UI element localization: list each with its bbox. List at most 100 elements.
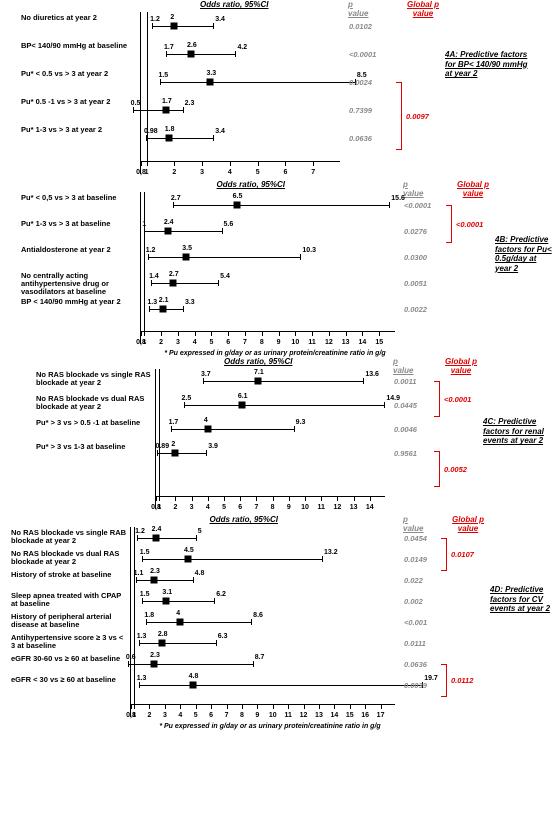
- tick-label: 6: [209, 712, 213, 719]
- ci-cap: [322, 556, 323, 562]
- row-pvalue: 0.0024: [349, 78, 372, 87]
- tick: [242, 705, 243, 709]
- or-label: 2: [171, 441, 175, 448]
- tick-label: 6: [238, 504, 242, 511]
- or-label: 3.3: [206, 70, 216, 77]
- row-pvalue: 0.022: [404, 576, 423, 585]
- row-pvalue: 0.0300: [404, 253, 427, 262]
- forest-row: History of peripheral arterial disease a…: [131, 611, 395, 632]
- ci-line: [139, 643, 216, 644]
- tick: [258, 162, 259, 166]
- tick: [305, 497, 306, 501]
- ci-line: [166, 54, 235, 55]
- ci-line: [148, 257, 301, 258]
- forest-row: BP< 140/90 mmHg at baseline1.72.64.2<0.0…: [141, 40, 340, 68]
- tick-label: 14: [366, 504, 374, 511]
- tick: [149, 705, 150, 709]
- point-estimate: [165, 135, 172, 142]
- bracket: [434, 381, 440, 417]
- ci-cap: [216, 640, 217, 646]
- or-label: 2.6: [187, 42, 197, 49]
- ci-cap: [251, 619, 252, 625]
- ci-cap: [142, 598, 143, 604]
- tick-label: 7: [311, 169, 315, 176]
- tick-label: 4: [193, 339, 197, 346]
- tick: [279, 332, 280, 336]
- tick-label: 17: [377, 712, 385, 719]
- tick: [312, 332, 313, 336]
- tick-label: 1: [157, 504, 161, 511]
- tick: [161, 332, 162, 336]
- tick-label: 5: [222, 504, 226, 511]
- ci-cap: [213, 135, 214, 141]
- reference-line: [159, 369, 160, 497]
- tick: [224, 497, 225, 501]
- forest-row: No RAS blockade vs dual RAS blockade at …: [131, 548, 395, 569]
- or-label: 4: [204, 417, 208, 424]
- or-label: 4.5: [184, 547, 194, 554]
- or-label: 7.1: [254, 369, 264, 376]
- tick-label: 16: [361, 712, 369, 719]
- point-estimate: [189, 681, 196, 688]
- ci-high-label: 6.3: [218, 633, 228, 640]
- tick-label: 13: [315, 712, 323, 719]
- point-estimate: [188, 51, 195, 58]
- point-estimate: [151, 660, 158, 667]
- point-estimate: [255, 378, 262, 385]
- row-label: Pu* < 0.5 vs > 3 at year 2: [21, 70, 141, 78]
- ci-cap: [384, 402, 385, 408]
- odds-header: Odds ratio, 95%CI: [224, 357, 292, 366]
- tick: [329, 332, 330, 336]
- tick: [165, 705, 166, 709]
- ci-low-label: 1.7: [164, 44, 174, 51]
- ci-low-label: 1.4: [149, 273, 159, 280]
- ci-cap: [151, 280, 152, 286]
- bracket: [396, 82, 402, 150]
- tick: [370, 497, 371, 501]
- tick-label: 12: [325, 339, 333, 346]
- point-estimate: [172, 450, 179, 457]
- row-label: Pu* 1-3 vs > 3 at baseline: [21, 220, 141, 228]
- ci-line: [139, 685, 422, 686]
- tick-label: 1: [142, 339, 146, 346]
- ci-cap: [146, 619, 147, 625]
- ci-cap: [128, 661, 129, 667]
- pvalue-header: p value: [403, 180, 423, 198]
- tick-label: 5: [194, 712, 198, 719]
- tick-label: 2: [173, 504, 177, 511]
- ci-cap: [139, 640, 140, 646]
- tick-label: 15: [375, 339, 383, 346]
- ci-line: [160, 82, 354, 83]
- tick-label: 3: [190, 504, 194, 511]
- row-label: eGFR 30-60 vs ≥ 60 at baseline: [11, 655, 131, 663]
- x-axis: [141, 161, 340, 162]
- ci-line: [152, 26, 213, 27]
- tick: [134, 705, 135, 709]
- ci-high-label: 8.7: [255, 654, 265, 661]
- ci-cap: [214, 598, 215, 604]
- row-pvalue: 0.0039: [404, 681, 427, 690]
- global-pvalue-header: Global p value: [403, 0, 443, 18]
- tick: [195, 332, 196, 336]
- reference-line: [147, 12, 148, 162]
- row-label: Antihypertensive score ≥ 3 vs < 3 at bas…: [11, 634, 131, 650]
- ci-cap: [193, 577, 194, 583]
- ci-low-label: 1.7: [169, 419, 179, 426]
- odds-header: Odds ratio, 95%CI: [210, 515, 278, 524]
- tick: [141, 332, 142, 336]
- tick-label: 12: [334, 504, 342, 511]
- ci-low-label: 1.5: [140, 549, 150, 556]
- bracket: [446, 205, 452, 243]
- ci-line: [146, 622, 251, 623]
- forest-row: Pu* > 3 vs > 0.5 -1 at baseline1.749.30.…: [156, 417, 385, 441]
- pvalue-header: p value: [348, 0, 368, 18]
- or-label: 4.8: [189, 673, 199, 680]
- tick: [273, 705, 274, 709]
- tick-label: 1: [145, 169, 149, 176]
- tick-label: 3: [163, 712, 167, 719]
- ci-low-label: 1.2: [146, 247, 156, 254]
- row-label: BP< 140/90 mmHg at baseline: [21, 42, 141, 50]
- ci-low-label: 1.2: [150, 16, 160, 23]
- row-pvalue: 0.0111: [404, 639, 426, 648]
- tick: [211, 332, 212, 336]
